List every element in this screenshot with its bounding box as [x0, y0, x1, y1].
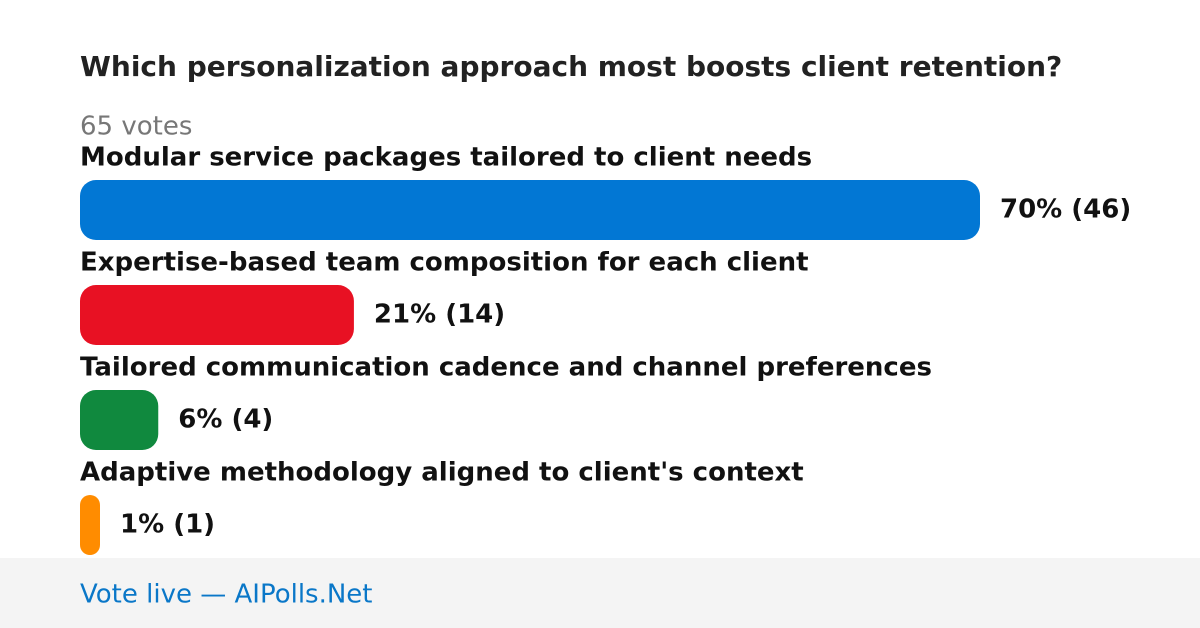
- value-label: 6% (4): [178, 405, 273, 435]
- vote-count: 65 votes: [80, 112, 192, 142]
- value-label: 70% (46): [1000, 195, 1131, 225]
- option-label: Modular service packages tailored to cli…: [80, 143, 812, 173]
- bar: [80, 285, 354, 345]
- poll-title: Which personalization approach most boos…: [80, 50, 1062, 83]
- value-label: 1% (1): [120, 510, 215, 540]
- option-label: Expertise-based team composition for eac…: [80, 248, 809, 278]
- bar: [80, 180, 980, 240]
- value-label: 21% (14): [374, 300, 505, 330]
- option-label: Adaptive methodology aligned to client's…: [80, 458, 804, 488]
- footer-link[interactable]: Vote live — AIPolls.Net: [80, 580, 373, 610]
- bar: [80, 495, 100, 555]
- footer-bar: [0, 558, 1200, 628]
- option-label: Tailored communication cadence and chann…: [80, 353, 932, 383]
- bar: [80, 390, 159, 450]
